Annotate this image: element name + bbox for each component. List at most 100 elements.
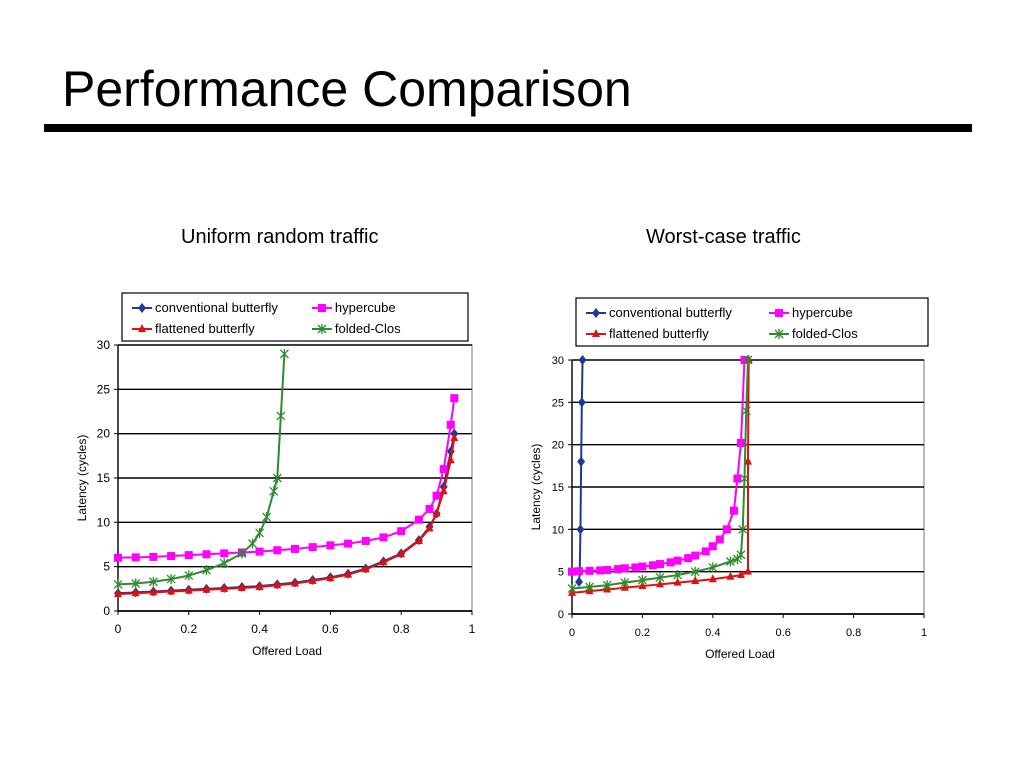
data-point bbox=[344, 539, 353, 548]
legend-item-conventional-butterfly: conventional butterfly bbox=[586, 305, 732, 320]
data-point bbox=[184, 570, 194, 581]
data-point bbox=[361, 564, 370, 573]
data-point bbox=[585, 566, 594, 575]
data-point bbox=[202, 565, 211, 576]
y-tick-label: 30 bbox=[97, 338, 111, 352]
data-point bbox=[149, 552, 158, 561]
data-point bbox=[708, 542, 717, 551]
data-point bbox=[269, 486, 279, 497]
data-point bbox=[446, 455, 455, 464]
title-underline bbox=[44, 124, 972, 132]
legend-item-folded-clos: folded-Clos bbox=[311, 321, 401, 336]
legend-label: hypercube bbox=[335, 300, 396, 315]
data-point bbox=[715, 535, 724, 544]
data-point bbox=[684, 554, 693, 563]
data-point bbox=[446, 420, 455, 429]
legend-item-flattened-butterfly: flattened butterfly bbox=[132, 321, 255, 336]
data-point bbox=[603, 565, 612, 574]
data-point bbox=[414, 515, 423, 524]
y-tick-label: 5 bbox=[103, 560, 110, 574]
data-point bbox=[432, 508, 441, 517]
data-point bbox=[567, 583, 577, 594]
legend-item-folded-clos: folded-Clos bbox=[769, 326, 858, 341]
data-point bbox=[131, 588, 140, 597]
data-point bbox=[149, 587, 158, 596]
legend-label: flattened butterfly bbox=[155, 321, 255, 336]
data-point bbox=[184, 551, 193, 560]
data-point bbox=[184, 585, 193, 594]
data-point bbox=[326, 541, 335, 550]
x-tick-label: 0.2 bbox=[180, 622, 197, 636]
data-point bbox=[673, 570, 683, 581]
data-point bbox=[219, 558, 229, 569]
legend-marker bbox=[774, 329, 784, 339]
data-point bbox=[691, 575, 700, 584]
data-point bbox=[701, 547, 710, 556]
data-point bbox=[344, 569, 353, 578]
x-axis-label: Offered Load bbox=[252, 644, 322, 658]
data-point bbox=[248, 538, 257, 549]
data-point bbox=[291, 544, 299, 553]
series-line bbox=[571, 359, 749, 590]
x-tick-label: 0.6 bbox=[322, 622, 339, 636]
x-tick-label: 0.4 bbox=[251, 622, 268, 636]
legend-label: folded-Clos bbox=[335, 321, 401, 336]
data-point bbox=[220, 549, 229, 558]
y-tick-label: 15 bbox=[97, 471, 111, 485]
data-point bbox=[167, 552, 176, 561]
legend-item-hypercube: hypercube bbox=[311, 300, 396, 315]
data-point bbox=[432, 491, 441, 500]
data-point bbox=[577, 456, 586, 467]
y-tick-label: 5 bbox=[558, 567, 564, 579]
data-point bbox=[276, 410, 286, 421]
data-point bbox=[736, 570, 745, 579]
data-point bbox=[596, 566, 605, 575]
series-folded-clos bbox=[113, 348, 289, 590]
data-point bbox=[308, 543, 317, 552]
x-axis-label: Offered Load bbox=[705, 647, 775, 661]
y-axis-label: Latency (cycles) bbox=[75, 435, 89, 522]
data-point bbox=[585, 581, 595, 592]
data-point bbox=[450, 394, 459, 403]
data-point bbox=[425, 523, 434, 532]
data-point bbox=[114, 553, 122, 562]
data-point bbox=[656, 579, 664, 588]
data-point bbox=[738, 524, 748, 535]
chart-1-subtitle: Uniform random traffic bbox=[181, 226, 379, 248]
chart-2-subtitle: Worst-case traffic bbox=[646, 226, 801, 248]
legend-marker bbox=[138, 324, 146, 332]
data-point bbox=[262, 512, 272, 523]
legend-label: flattened butterfly bbox=[609, 326, 709, 341]
data-point bbox=[397, 549, 406, 558]
data-point bbox=[648, 561, 657, 570]
data-point bbox=[576, 524, 585, 535]
data-point bbox=[202, 584, 211, 593]
data-point bbox=[379, 533, 388, 542]
legend-item-conventional-butterfly: conventional butterfly bbox=[132, 300, 278, 315]
data-point bbox=[673, 577, 682, 586]
legend-marker bbox=[592, 329, 600, 337]
y-tick-label: 10 bbox=[97, 515, 111, 529]
x-tick-label: 1 bbox=[921, 627, 927, 639]
legend-label: conventional butterfly bbox=[609, 305, 732, 320]
data-point bbox=[655, 572, 665, 583]
uniform-random-traffic-chart: 0 5 10 15 20 25 30 0 0.2 0.4 0.6 0.8 1 Offered Load La… bbox=[75, 292, 476, 658]
data-point bbox=[744, 566, 752, 575]
legend-box bbox=[575, 297, 929, 347]
legend-marker bbox=[775, 309, 784, 317]
y-tick-label: 0 bbox=[558, 609, 564, 621]
data-point bbox=[361, 536, 370, 545]
legend-marker bbox=[317, 324, 327, 334]
data-point bbox=[450, 433, 459, 442]
data-point bbox=[291, 578, 299, 587]
data-point bbox=[279, 348, 289, 359]
data-point bbox=[308, 575, 317, 584]
data-point bbox=[167, 586, 176, 595]
data-point bbox=[578, 355, 587, 365]
data-point bbox=[729, 506, 738, 515]
data-point bbox=[690, 566, 700, 577]
data-point bbox=[220, 583, 229, 592]
data-point bbox=[620, 577, 630, 588]
data-point bbox=[131, 553, 140, 562]
data-point bbox=[379, 557, 388, 566]
